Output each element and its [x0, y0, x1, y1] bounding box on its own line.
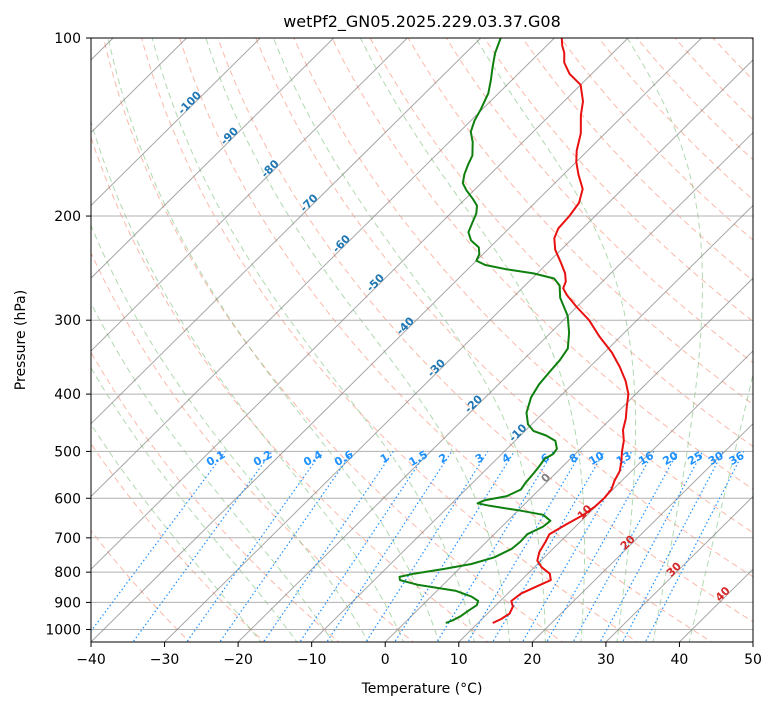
mixing-ratio-line [326, 451, 453, 642]
plot-frame [90, 37, 754, 643]
mixing-ratio-line [185, 451, 323, 642]
axes: −40 −30 −20 −10 0 10 20 30 40 50 100 200 300 400 500 60… [45, 31, 762, 668]
isotherm [91, 38, 629, 570]
y-tick-label: 400 [54, 387, 81, 403]
isotherm [91, 38, 702, 642]
y-tick-label: 600 [54, 491, 81, 507]
y-tick-label: 700 [54, 531, 81, 547]
isotherm [458, 350, 753, 642]
y-tick-label: 800 [54, 565, 81, 581]
isotherm [605, 495, 753, 642]
isotherm [91, 38, 482, 425]
mixing-ratio-line [545, 451, 655, 642]
moist-adiabat [91, 224, 369, 642]
x-tick-label: 0 [381, 652, 390, 668]
x-tick-label: −30 [150, 652, 180, 668]
isotherm [237, 131, 753, 642]
isotherm [91, 38, 555, 498]
y-tick-label: 500 [54, 444, 81, 460]
isotherm [164, 59, 753, 642]
dry-adiabat [483, 38, 753, 323]
x-tick-label: 40 [671, 652, 689, 668]
x-tick-label: −40 [76, 652, 106, 668]
x-axis-title: Temperature (°C) [361, 681, 483, 697]
chart-title: wetPf2_GN05.2025.229.03.37.G08 [283, 12, 561, 32]
y-tick-label: 300 [54, 313, 81, 329]
mixing-ratio-line [219, 451, 354, 642]
x-tick-label: 20 [523, 652, 541, 668]
x-tick-label: 30 [597, 652, 615, 668]
background-lines [91, 38, 753, 642]
mixing-ratio-line [91, 451, 226, 633]
y-tick-label: 1000 [45, 622, 81, 638]
profiles [398, 38, 630, 624]
y-tick-label: 900 [54, 595, 81, 611]
dry-adiabat [445, 38, 753, 364]
mixing-ratio-line [299, 451, 428, 642]
isotherm [91, 38, 261, 207]
mixing-ratio-line [436, 451, 554, 642]
y-tick-label: 200 [54, 209, 81, 225]
x-tick-label: 50 [744, 652, 762, 668]
mixing-ratio-line [644, 451, 745, 642]
temperature-profile [492, 38, 630, 624]
isotherm [91, 38, 408, 352]
dry-adiabat [91, 135, 489, 642]
dry-adiabat [521, 38, 753, 282]
x-tick-label: −10 [297, 652, 327, 668]
y-tick-label: 100 [54, 31, 81, 47]
isotherm [91, 38, 335, 279]
y-axis-title: Pressure (hPa) [13, 290, 29, 390]
mixing-ratio-line [572, 451, 679, 642]
mixing-ratio-line [262, 451, 394, 642]
isotherm [311, 204, 753, 642]
mixing-ratio-line [467, 451, 583, 642]
mixing-ratio-line [599, 451, 704, 642]
isotherm [531, 422, 753, 642]
x-tick-label: −20 [223, 652, 253, 668]
x-tick-label: 10 [450, 652, 468, 668]
dewpoint-profile [398, 38, 571, 624]
isotherm [384, 277, 753, 642]
mixing-ratio-line [621, 451, 724, 642]
